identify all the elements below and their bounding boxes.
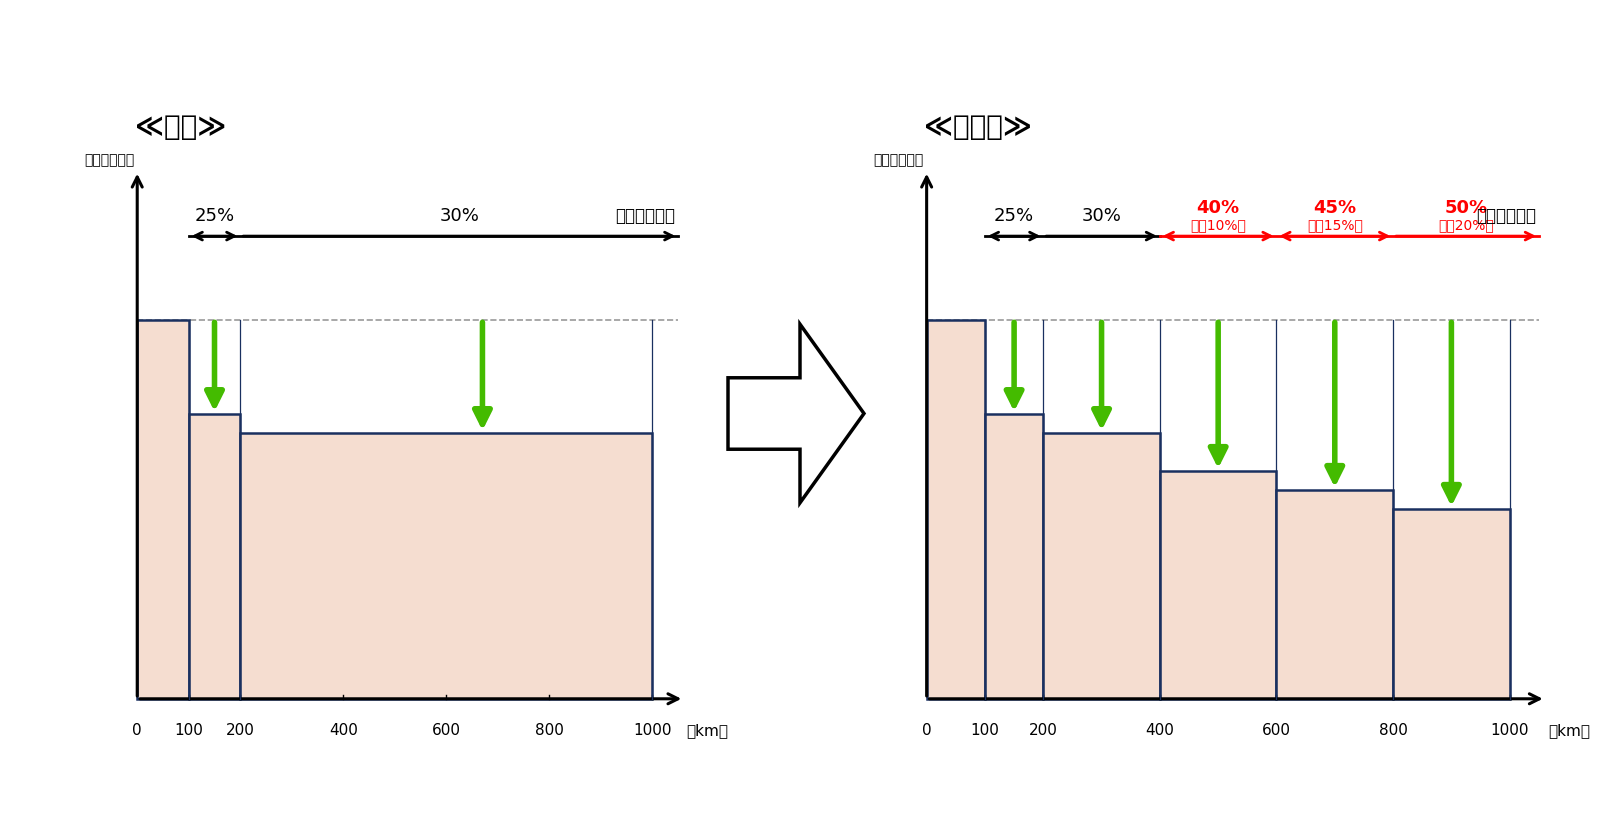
Text: 0: 0 xyxy=(133,724,142,739)
Bar xyxy=(240,433,653,699)
Text: 400: 400 xyxy=(330,724,358,739)
Text: 100: 100 xyxy=(971,724,1000,739)
Text: 50%: 50% xyxy=(1445,199,1488,218)
Text: 100: 100 xyxy=(174,724,203,739)
Text: 25%: 25% xyxy=(994,207,1034,225)
Bar xyxy=(1277,490,1394,699)
Text: （＋10%）: （＋10%） xyxy=(1190,218,1246,232)
Text: ≪見直し≫: ≪見直し≫ xyxy=(923,112,1032,141)
Bar xyxy=(138,319,189,699)
Text: 800: 800 xyxy=(1379,724,1408,739)
Text: 45%: 45% xyxy=(1314,199,1357,218)
Text: 1000: 1000 xyxy=(634,724,672,739)
Text: 400: 400 xyxy=(1146,724,1174,739)
Bar xyxy=(986,414,1043,699)
Text: 600: 600 xyxy=(1262,724,1291,739)
Text: （km）: （km） xyxy=(1549,724,1590,739)
Bar xyxy=(1160,471,1277,699)
Text: 1000: 1000 xyxy=(1491,724,1530,739)
Text: （料金水準）: （料金水準） xyxy=(874,153,923,167)
Text: 600: 600 xyxy=(432,724,461,739)
Bar xyxy=(926,319,986,699)
Text: 30%: 30% xyxy=(440,207,478,225)
Text: 200: 200 xyxy=(1029,724,1058,739)
Text: 200: 200 xyxy=(226,724,254,739)
Text: （＋20%）: （＋20%） xyxy=(1438,218,1494,232)
Bar xyxy=(1043,433,1160,699)
Text: 800: 800 xyxy=(534,724,563,739)
Text: （＋15%）: （＋15%） xyxy=(1307,218,1363,232)
Bar xyxy=(1394,509,1510,699)
Polygon shape xyxy=(728,324,864,503)
Text: 25%: 25% xyxy=(195,207,235,225)
Text: ≪現行≫: ≪現行≫ xyxy=(134,112,226,141)
Text: （km）: （km） xyxy=(686,724,728,739)
Text: 40%: 40% xyxy=(1197,199,1240,218)
Text: 0: 0 xyxy=(922,724,931,739)
Text: （料金水準）: （料金水準） xyxy=(85,153,134,167)
Text: 30%: 30% xyxy=(1082,207,1122,225)
Text: （引下げ率）: （引下げ率） xyxy=(616,207,675,225)
Text: （引下げ率）: （引下げ率） xyxy=(1475,207,1536,225)
Bar xyxy=(189,414,240,699)
